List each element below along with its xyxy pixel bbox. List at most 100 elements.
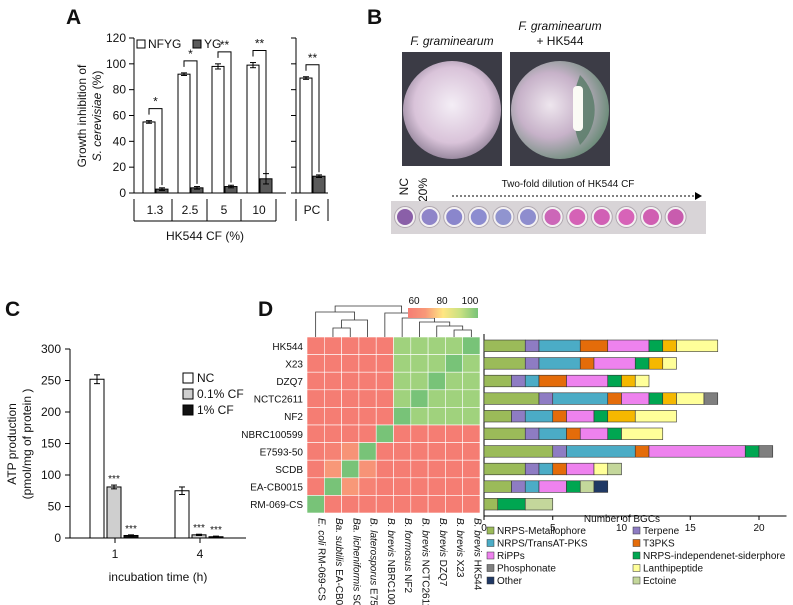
- panel-c: C 0 50 100 150 200 250 300 ATP production (pmol/m…: [5, 298, 246, 584]
- a-sig-bracket: [305, 64, 320, 173]
- d-bar-x-tick-label: 10: [616, 523, 628, 534]
- a-bar-nfyg: [246, 64, 260, 194]
- a-y-label-part: (%): [90, 71, 104, 93]
- b-well: [643, 209, 659, 225]
- d-heatmap-cell: [427, 459, 446, 479]
- c-sig-marker: ***: [108, 474, 120, 485]
- d-bgc-segment: [579, 357, 595, 370]
- d-bgc-segment: [662, 392, 677, 405]
- d-heatmap-cell: [462, 389, 481, 408]
- d-bgc-segment: [579, 480, 595, 493]
- panel-letter-a: A: [66, 6, 81, 29]
- b-well: [397, 209, 413, 225]
- d-bgc-segment: [676, 392, 705, 405]
- d-heatmap-row-label: NBRC100599: [241, 430, 303, 441]
- d-heatmap-cell: [358, 424, 377, 443]
- d-heatmap-cell: [393, 389, 412, 408]
- d-heatmap-cell: [306, 495, 325, 514]
- d-heatmap-cell: [375, 371, 394, 391]
- d-bgc-segment: [483, 357, 526, 370]
- a-bar-nfyg: [211, 65, 225, 194]
- a-legend: NFYG YG: [136, 37, 221, 51]
- c-y-label-units: (pmol/mg of protein ): [20, 389, 34, 500]
- d-bgc-segment: [538, 374, 567, 388]
- d-heatmap-cell: [410, 336, 429, 355]
- d-heatmap-cell: [410, 389, 429, 408]
- c-y-tick-label: 200: [41, 405, 61, 419]
- a-sig-marker: **: [220, 38, 230, 52]
- d-heatmap-cell: [462, 407, 481, 426]
- d-bgc-segment: [538, 392, 554, 405]
- a-y-tick-label: 80: [113, 83, 127, 97]
- d-bar-x-tick-label: 20: [753, 523, 765, 534]
- d-bgc-segment: [703, 392, 719, 405]
- d-bar-x-tick-label: 0: [481, 523, 487, 534]
- b-well: [618, 209, 635, 225]
- d-bgc-segment: [538, 339, 581, 352]
- d-heatmap-row-label: NCTC2611: [254, 395, 304, 406]
- d-bgc-segment: [579, 339, 609, 352]
- d-bgc-segment: [524, 339, 540, 352]
- b-plate-label-2: F. graminearum: [518, 19, 601, 33]
- d-heatmap-cell: [427, 354, 446, 373]
- d-bgc-segment: [524, 462, 540, 476]
- a-y-label-part: S. cerevisiae: [90, 92, 104, 161]
- a-sig-marker: **: [255, 37, 265, 51]
- d-dendrogram-branch: [315, 311, 355, 337]
- d-bgc-segment: [511, 410, 526, 423]
- d-heatmap-row-label: SCDB: [275, 465, 303, 476]
- d-heatmap-col-label-part: X23: [454, 557, 465, 578]
- d-heatmap-cell: [323, 477, 342, 496]
- d-heatmap-cell: [393, 477, 412, 496]
- d-heatmap-cell: [375, 442, 394, 461]
- d-legend-swatch: [632, 539, 641, 547]
- a-y-tick-label: 0: [119, 186, 126, 200]
- d-scale-tick-label: 60: [408, 296, 420, 307]
- d-heatmap-cell: [358, 477, 377, 496]
- d-heatmap-cell: [323, 459, 342, 479]
- d-heatmap-cell: [306, 424, 325, 443]
- d-heatmap-cell: [462, 336, 481, 355]
- d-legend-label: Lanthipeptide: [643, 564, 703, 575]
- b-dilution-label: Two-fold dilution of HK544 CF: [502, 179, 635, 190]
- panel-letter-c: C: [5, 298, 20, 321]
- d-heatmap-cell: [375, 424, 394, 443]
- d-heatmap-cell: [375, 389, 394, 408]
- d-legend-swatch: [632, 576, 641, 585]
- c-legend-label: 1% CF: [197, 403, 234, 417]
- d-heatmap-cell: [410, 407, 429, 426]
- a-sig-marker: *: [153, 95, 158, 109]
- d-heatmap-cell: [410, 354, 429, 373]
- d-heatmap-cell: [427, 424, 446, 443]
- d-heatmap-cell: [410, 459, 429, 479]
- d-bgc-segment: [538, 427, 567, 440]
- d-bgc-segment: [524, 374, 540, 388]
- d-heatmap-cell: [341, 336, 360, 355]
- d-heatmap-col-label-part: NBRC100599: [385, 557, 396, 605]
- d-heatmap-cell: [445, 495, 463, 514]
- a-x-tick-label: PC: [304, 203, 321, 217]
- d-scale-tick-label: 100: [462, 296, 479, 307]
- d-bar-x-label: Number of BGCs: [584, 514, 660, 525]
- a-legend-swatch-yg: [192, 39, 202, 49]
- d-heatmap-cell: [393, 442, 412, 461]
- d-heatmap-cell: [306, 354, 325, 373]
- c-bar-01cf: [106, 486, 122, 539]
- d-heatmap-cell: [358, 442, 377, 461]
- d-heatmap-cell: [445, 354, 463, 373]
- b-well: [593, 209, 610, 225]
- a-y-label: Growth inhibition ofS. cerevisiae (%): [75, 64, 104, 167]
- d-heatmap-col-label: B. laterosporus E7593-50: [368, 518, 379, 605]
- d-heatmap-cell: [427, 442, 446, 461]
- d-heatmap-col-label-part: HK544: [471, 557, 482, 591]
- d-dendrogram-branch: [341, 319, 368, 337]
- d-legend-label: T3PKS: [643, 539, 675, 550]
- d-heatmap-cell: [393, 354, 412, 373]
- d-heatmap-cell: [358, 389, 377, 408]
- b-well: [569, 209, 586, 225]
- d-heatmap-cell: [341, 424, 360, 443]
- b-well: [470, 209, 487, 225]
- b-well: [520, 209, 536, 225]
- d-legend-swatch: [632, 551, 641, 560]
